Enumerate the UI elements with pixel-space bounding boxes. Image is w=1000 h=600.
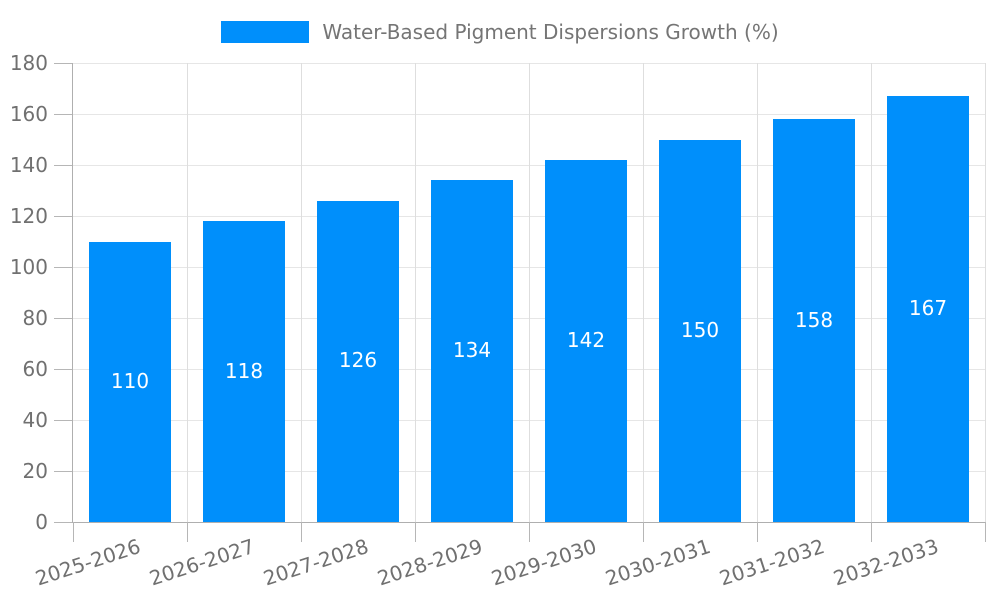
- x-tick-label: 2025-2026: [32, 534, 144, 591]
- gridline-vertical: [300, 63, 302, 522]
- bar-value-label: 126: [338, 348, 378, 373]
- legend-label: Water-Based Pigment Dispersions Growth (…: [322, 20, 779, 44]
- chart-legend: Water-Based Pigment Dispersions Growth (…: [0, 18, 1000, 46]
- bar-value-label: 118: [224, 358, 264, 383]
- bar: 150: [659, 139, 741, 522]
- y-axis-tick: [54, 317, 72, 319]
- y-tick-label: 60: [22, 357, 48, 381]
- bar: 110: [89, 241, 171, 522]
- bar: 118: [203, 221, 285, 522]
- x-axis-tick: [870, 522, 872, 542]
- x-tick-label: 2026-2027: [146, 534, 258, 591]
- bar-value-label: 150: [680, 317, 720, 342]
- x-tick-label: 2028-2029: [374, 534, 486, 591]
- x-axis-tick: [72, 522, 74, 542]
- y-axis-tick: [54, 419, 72, 421]
- y-tick-label: 140: [9, 153, 48, 177]
- x-axis-tick: [414, 522, 416, 542]
- y-tick-label: 80: [22, 306, 48, 330]
- x-tick-label: 2030-2031: [602, 534, 714, 591]
- bar: 134: [431, 180, 513, 522]
- gridline-vertical: [870, 63, 872, 522]
- gridline-vertical: [756, 63, 758, 522]
- gridline-vertical: [984, 63, 986, 522]
- x-tick-label: 2027-2028: [260, 534, 372, 591]
- y-axis-tick: [54, 113, 72, 115]
- y-axis-tick: [54, 164, 72, 166]
- x-axis-tick: [186, 522, 188, 542]
- y-tick-label: 160: [9, 102, 48, 126]
- plot-area: 0 20 40 60 80 100 120 140 160 180 110 2025-2026 118 2…: [10, 52, 986, 591]
- legend-swatch: [221, 21, 310, 43]
- x-axis-tick: [756, 522, 758, 542]
- bar: 126: [317, 200, 399, 522]
- y-tick-label: 120: [9, 204, 48, 228]
- bar-value-label: 134: [452, 338, 492, 363]
- y-tick-label: 40: [22, 408, 48, 432]
- y-axis-tick: [54, 470, 72, 472]
- y-axis-tick: [54, 368, 72, 370]
- bar: 158: [773, 119, 855, 522]
- x-tick-label: 2032-2033: [830, 534, 942, 591]
- bar: 142: [545, 159, 627, 522]
- gridline-vertical: [414, 63, 416, 522]
- x-axis-tick: [528, 522, 530, 542]
- x-axis-tick: [300, 522, 302, 542]
- x-axis-tick: [642, 522, 644, 542]
- y-axis-tick: [54, 266, 72, 268]
- y-axis-tick: [54, 215, 72, 217]
- x-axis-tick: [984, 522, 986, 542]
- bar: 167: [887, 96, 969, 522]
- y-axis-tick: [54, 62, 72, 64]
- y-tick-label: 0: [35, 510, 48, 534]
- gridline-vertical: [528, 63, 530, 522]
- gridline-vertical: [186, 63, 188, 522]
- x-tick-label: 2031-2032: [716, 534, 828, 591]
- y-tick-label: 100: [9, 255, 48, 279]
- bar-value-label: 167: [908, 296, 948, 321]
- bar-value-label: 110: [110, 368, 150, 393]
- bar-value-label: 158: [794, 307, 834, 332]
- y-tick-label: 180: [9, 51, 48, 75]
- y-tick-label: 20: [22, 459, 48, 483]
- bar-value-label: 142: [566, 327, 606, 352]
- y-axis-tick: [54, 521, 72, 523]
- x-tick-label: 2029-2030: [488, 534, 600, 591]
- y-axis-line: [72, 63, 73, 522]
- gridline-vertical: [642, 63, 644, 522]
